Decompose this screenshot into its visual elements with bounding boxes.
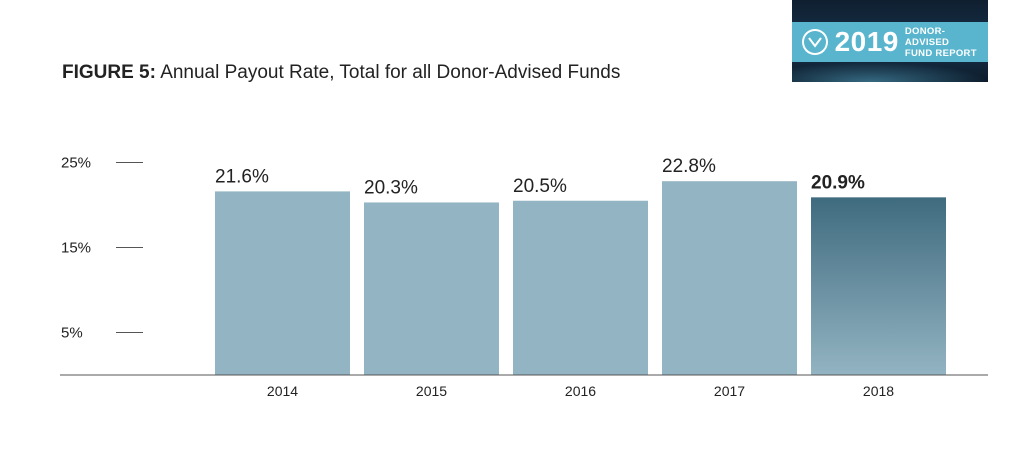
x-tick-label: 2018: [863, 383, 894, 399]
checkmark-v-icon: [802, 29, 828, 55]
badge-line-2: FUND REPORT: [904, 47, 977, 59]
badge-strip: 2019 DONOR-ADVISED FUND REPORT: [792, 22, 988, 62]
bars: 21.6% 20.3% 20.5% 22.8% 20.9%: [215, 156, 946, 375]
data-label: 22.8%: [662, 156, 716, 177]
badge-wave-graphic: [792, 62, 988, 82]
x-tick-label: 2017: [714, 383, 745, 399]
x-tick-label: 2015: [416, 383, 447, 399]
x-tick-label: 2014: [267, 383, 298, 399]
bar-2014: [215, 191, 350, 375]
badge-line-1: DONOR-ADVISED: [904, 25, 950, 48]
chart-title: FIGURE 5: Annual Payout Rate, Total for …: [62, 62, 620, 84]
figure-title: Annual Payout Rate, Total for all Donor-…: [160, 62, 621, 83]
bar-2015: [364, 202, 499, 375]
y-tick-label: 15%: [61, 240, 91, 257]
x-tick-label: 2016: [565, 383, 596, 399]
badge-year: 2019: [834, 26, 899, 57]
y-axis: 5% 15% 25%: [61, 155, 143, 342]
data-label: 20.5%: [513, 176, 567, 197]
bar-2017: [662, 181, 797, 375]
bar-2018: [811, 197, 946, 375]
data-label: 20.3%: [364, 177, 418, 198]
y-tick-label: 5%: [61, 325, 83, 342]
badge-report-name: DONOR-ADVISED FUND REPORT: [905, 26, 988, 59]
data-label: 21.6%: [215, 166, 269, 187]
report-badge: 2019 DONOR-ADVISED FUND REPORT: [792, 0, 988, 82]
bar-2016: [513, 200, 648, 375]
figure-label: FIGURE 5:: [62, 62, 156, 83]
x-axis-labels: 2014 2015 2016 2017 2018: [267, 383, 894, 399]
y-tick-label: 25%: [61, 155, 91, 172]
data-label: 20.9%: [811, 172, 865, 193]
